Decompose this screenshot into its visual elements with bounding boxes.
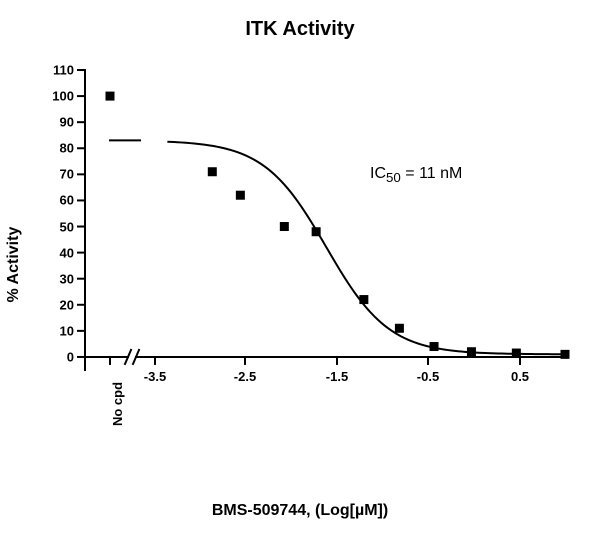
data-point [512, 349, 521, 358]
y-tick-label: 80 [60, 141, 74, 156]
data-point [208, 167, 217, 176]
data-point [395, 324, 404, 333]
y-tick-label: 90 [60, 115, 74, 130]
y-tick-label: 40 [60, 245, 74, 260]
y-tick-label: 110 [53, 63, 74, 78]
data-point [467, 347, 476, 356]
y-tick-label: 70 [60, 167, 74, 182]
y-tick-label: 50 [60, 219, 74, 234]
x-tick-label: -1.5 [326, 369, 348, 384]
x-tick-label: -3.5 [144, 369, 166, 384]
y-tick-label: 0 [67, 349, 74, 364]
data-point [106, 92, 115, 101]
y-tick-label: 30 [60, 271, 74, 286]
data-point [280, 222, 289, 231]
x-tick-label: -2.5 [234, 369, 256, 384]
y-tick-label: 20 [60, 297, 74, 312]
data-point [430, 342, 439, 351]
fit-curve [167, 142, 565, 354]
plot-svg [0, 0, 600, 540]
x-tick-label: -0.5 [417, 369, 439, 384]
data-point [236, 191, 245, 200]
y-tick-label: 10 [60, 323, 74, 338]
y-tick-label: 60 [60, 193, 74, 208]
data-point [312, 227, 321, 236]
data-point [359, 295, 368, 304]
x-tick-label: No cpd [110, 382, 125, 426]
chart-container: ITK Activity % Activity BMS-509744, (Log… [0, 0, 600, 540]
data-point [561, 350, 570, 359]
x-tick-label: 0.5 [511, 369, 529, 384]
y-tick-label: 100 [52, 89, 74, 104]
